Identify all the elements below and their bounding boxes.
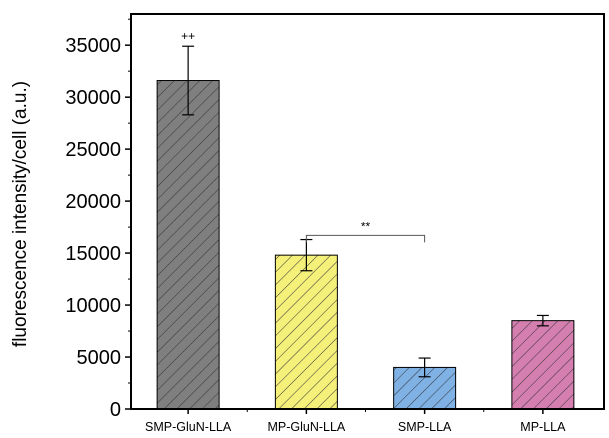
y-tick-label: 5000: [77, 347, 122, 369]
y-tick-label: 10000: [65, 295, 121, 317]
x-tick-label: SMP-LLA: [398, 420, 452, 434]
significance-label: ++: [181, 29, 195, 43]
bar-hatch: [274, 254, 338, 410]
x-tick-label: MP-LLA: [520, 420, 566, 434]
significance-bracket: [305, 234, 426, 243]
bar-mp-glun-lla: [274, 254, 338, 410]
y-tick-label: 20000: [65, 191, 121, 213]
plot-frame: [130, 13, 605, 410]
y-tick-label: 25000: [65, 139, 121, 161]
y-tick-label: 0: [110, 399, 121, 421]
y-tick-label: 30000: [65, 87, 121, 109]
error-bar: [182, 45, 195, 116]
bar-mp-lla: [511, 320, 575, 410]
y-tick-label: 35000: [65, 35, 121, 57]
bar-hatch: [511, 320, 575, 410]
error-bar: [536, 314, 549, 327]
y-axis-title: fluorescence intensity/cell (a.u.): [10, 81, 31, 347]
y-tick-label: 15000: [65, 243, 121, 265]
bar-hatch: [156, 80, 220, 410]
bar-smp-glun-lla: [156, 80, 220, 410]
x-tick-label: SMP-GluN-LLA: [145, 420, 232, 434]
x-tick-label: MP-GluN-LLA: [267, 420, 345, 434]
significance-label: **: [361, 219, 371, 233]
error-bar: [418, 357, 431, 378]
